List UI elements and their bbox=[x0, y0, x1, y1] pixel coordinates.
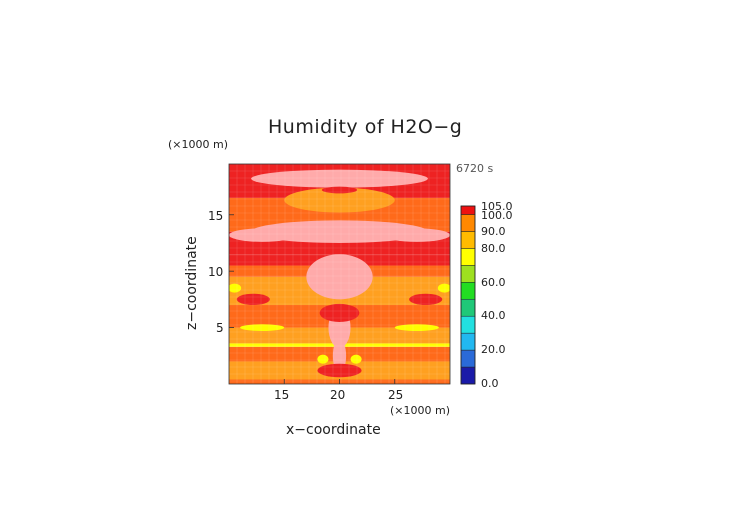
x-tick-label: 15 bbox=[274, 388, 290, 402]
field-blob bbox=[306, 254, 373, 300]
field-blob bbox=[317, 354, 329, 364]
colorbar-segment bbox=[460, 205, 476, 215]
y-unit-label: (×1000 m) bbox=[168, 138, 229, 151]
x-unit-label: (×1000 m) bbox=[390, 404, 451, 417]
colorbar-tick-label: 105.0 bbox=[481, 200, 513, 213]
colorbar-tick-label: 90.0 bbox=[481, 225, 506, 238]
field-blob bbox=[350, 354, 362, 364]
field-blob bbox=[409, 293, 443, 306]
colorbar-segment bbox=[460, 265, 476, 283]
colorbar-tick-label: 0.0 bbox=[481, 377, 499, 390]
field-blob bbox=[437, 283, 450, 293]
colorbar-segment bbox=[460, 214, 476, 232]
colorbar-segment bbox=[460, 282, 476, 300]
colorbar-segment bbox=[460, 248, 476, 266]
colorbar-segment bbox=[460, 332, 476, 351]
y-tick-label: 15 bbox=[208, 209, 224, 223]
field-blob bbox=[383, 228, 450, 242]
x-tick-label: 20 bbox=[330, 388, 346, 402]
field-blob bbox=[284, 187, 395, 213]
colorbar-segment bbox=[460, 298, 476, 317]
field-blob bbox=[317, 363, 362, 378]
colorbar-tick-label: 20.0 bbox=[481, 343, 506, 356]
colorbar-segment bbox=[460, 349, 476, 368]
colorbar-segment bbox=[460, 315, 476, 334]
colorbar-tick-label: 100.0 bbox=[481, 209, 513, 222]
colorbar-tick-label: 80.0 bbox=[481, 242, 506, 255]
heatmap-field bbox=[229, 164, 450, 384]
field-blob bbox=[229, 228, 296, 242]
field-blob bbox=[319, 303, 360, 322]
colorbar-tick-label: 40.0 bbox=[481, 309, 506, 322]
field-blob bbox=[236, 293, 270, 306]
colorbar-segment bbox=[460, 366, 476, 385]
x-tick-label: 25 bbox=[388, 388, 404, 402]
time-label: 6720 s bbox=[456, 162, 494, 175]
field-blob bbox=[251, 220, 428, 243]
colorbar-frame bbox=[460, 205, 476, 385]
y-tick-label: 10 bbox=[208, 265, 224, 279]
y-tick-label: 5 bbox=[216, 321, 224, 335]
x-axis-label: x−coordinate bbox=[286, 422, 381, 438]
colorbar-tick-label: 60.0 bbox=[481, 276, 506, 289]
field-blob bbox=[394, 324, 439, 331]
field-blob bbox=[240, 324, 285, 331]
field-blob bbox=[229, 283, 242, 293]
field-blob bbox=[251, 169, 428, 188]
field-blob bbox=[321, 186, 358, 194]
chart-title: Humidity of H2O−g bbox=[268, 116, 463, 138]
colorbar-segment bbox=[460, 231, 476, 249]
